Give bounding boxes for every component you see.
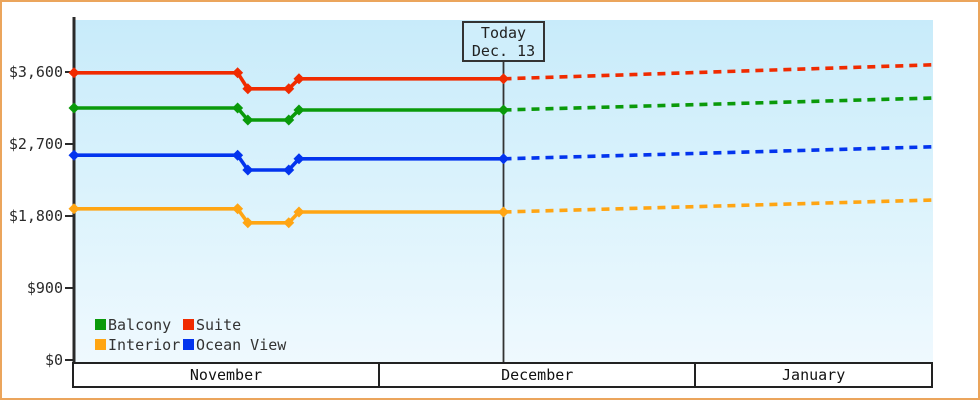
legend-item-ocean-view: Ocean View (183, 335, 286, 354)
legend-label-balcony: Balcony (108, 315, 172, 334)
legend-swatch-interior (95, 339, 106, 350)
data-point-marker-balcony (293, 104, 305, 116)
today-label: Today (480, 24, 527, 42)
y-axis-tick-label: $1,800 (9, 207, 63, 225)
data-point-marker-interior (498, 206, 509, 218)
y-axis-tick-label: $2,700 (9, 135, 63, 153)
series-forecast-interior (503, 198, 934, 214)
legend-label-ocean-view: Ocean View (196, 335, 287, 354)
legend-item-interior: Interior (95, 335, 183, 354)
series-forecast-ocean-view (503, 145, 934, 161)
data-point-marker-suite (498, 73, 509, 85)
data-point-marker-balcony (68, 102, 80, 114)
data-point-marker-suite (232, 67, 244, 79)
series-solid-suite (74, 71, 504, 91)
legend-swatch-balcony (95, 319, 106, 330)
data-point-marker-ocean-view (232, 149, 244, 161)
data-point-marker-balcony (283, 114, 295, 126)
data-point-marker-ocean-view (283, 164, 295, 176)
legend-swatch-suite (183, 319, 194, 330)
series-solid-balcony (74, 106, 504, 122)
data-point-marker-ocean-view (68, 149, 80, 161)
legend-label-suite: Suite (196, 315, 242, 334)
legend-label-interior: Interior (108, 335, 181, 354)
data-point-marker-balcony (232, 102, 244, 114)
y-axis-tick-label: $0 (45, 351, 63, 369)
data-point-marker-suite (293, 73, 305, 85)
data-point-marker-balcony (498, 104, 509, 116)
month-cell-november: November (74, 364, 381, 386)
data-point-marker-interior (242, 217, 254, 229)
series-solid-ocean-view (74, 153, 504, 172)
legend-item-suite: Suite (183, 315, 286, 334)
data-point-marker-ocean-view (242, 164, 254, 176)
data-point-marker-interior (68, 203, 80, 215)
legend-swatch-ocean-view (183, 339, 194, 350)
x-axis-month-band: November December January (72, 362, 933, 388)
legend-item-balcony: Balcony (95, 315, 183, 334)
series-solid-interior (74, 207, 504, 225)
data-point-marker-suite (283, 83, 295, 95)
today-date: Dec. 13 (471, 42, 536, 60)
y-axis-tick-label: $3,600 (9, 63, 63, 81)
series-forecast-suite (503, 63, 934, 81)
series-forecast-balcony (503, 96, 934, 112)
data-point-marker-balcony (242, 114, 254, 126)
data-point-marker-suite (68, 67, 80, 79)
data-point-marker-interior (283, 217, 295, 229)
month-cell-january: January (782, 366, 846, 384)
data-point-marker-interior (293, 206, 305, 218)
month-cell-december: December (380, 364, 697, 386)
data-point-marker-ocean-view (498, 153, 509, 165)
data-point-marker-interior (232, 203, 244, 215)
y-axis-tick-label: $900 (27, 279, 63, 297)
data-point-marker-ocean-view (293, 153, 305, 165)
chart-legend: Balcony Suite Interior Ocean View (95, 315, 286, 354)
today-annotation-box: Today Dec. 13 (462, 21, 545, 62)
data-point-marker-suite (242, 83, 254, 95)
